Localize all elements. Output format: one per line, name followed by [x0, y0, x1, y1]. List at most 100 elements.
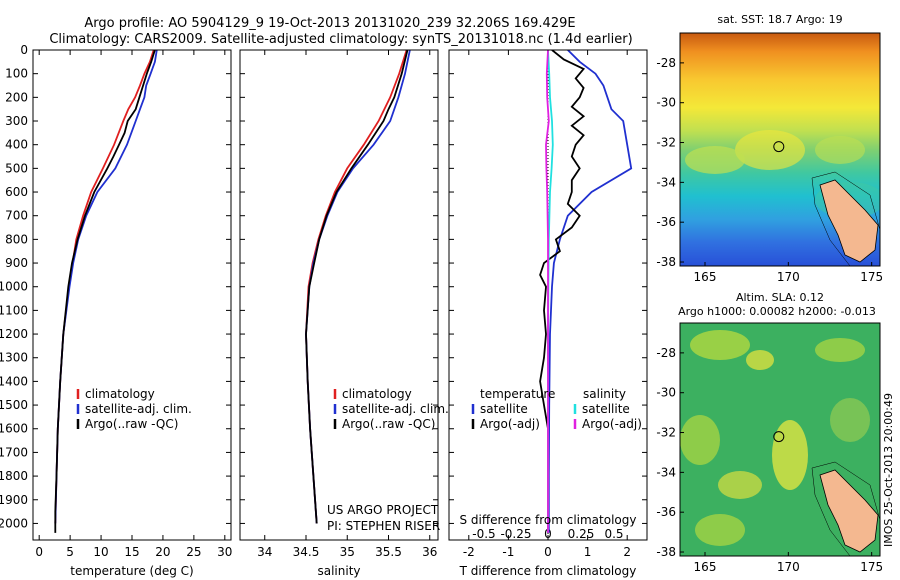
ytick-label: 700: [5, 209, 28, 223]
sla-float-position-marker: [773, 431, 785, 443]
salinity-series: [305, 50, 411, 524]
series-line-argo-raw-qc-: [305, 50, 409, 524]
xtick-label: 35.5: [375, 545, 402, 559]
salinity-axes: [239, 49, 439, 541]
legend-entry: climatology: [342, 387, 412, 401]
map-xtick-label: 175: [860, 560, 883, 574]
salinity-xlabel: salinity: [317, 564, 360, 578]
temperature-series: [54, 50, 158, 533]
ytick-label: 1000: [0, 280, 28, 294]
xtick-label: 5: [66, 545, 74, 559]
map-ytick-label: -38: [656, 255, 676, 269]
ytick-label: 200: [5, 90, 28, 104]
temperature-panel: 0100200300400500600700800900100011001200…: [0, 43, 232, 578]
xtick-label: 0: [544, 545, 552, 559]
ytick-label: 1200: [0, 327, 28, 341]
ytick-label: 1100: [0, 303, 28, 317]
xtick-label: -2: [463, 545, 475, 559]
sla-map-title: Altim. SLA: 0.12: [736, 291, 824, 304]
difference-axes: [448, 49, 648, 541]
map-ytick-label: -28: [656, 56, 676, 70]
map-xtick-label: 170: [777, 560, 800, 574]
salinity-panel: 34 34.5 35 35.5 36 salinity climatologysatel…: [239, 49, 449, 578]
legend-group-title: temperature: [480, 387, 555, 401]
legend-entry: Argo(-adj): [480, 417, 540, 431]
s-difference-label: S difference from climatology: [460, 513, 637, 527]
ytick-label: 0: [20, 43, 28, 57]
title-line-2: Climatology: CARS2009. Satellite-adjuste…: [49, 32, 632, 47]
sla-map-ticks: 165 170 175 -28 -30 -32 -34 -36 -38: [656, 346, 883, 574]
temperature-xticks: 0 5 10 15 20 25 30: [35, 50, 232, 559]
difference-yticks: [449, 49, 647, 524]
xtick-label: 36: [422, 545, 437, 559]
float-position-marker: [773, 141, 785, 153]
xtick-label: 34: [257, 545, 272, 559]
sst-map-title: sat. SST: 18.7 Argo: 19: [717, 13, 842, 26]
map-ytick-label: -30: [656, 96, 676, 110]
legend-group-title: salinity: [583, 387, 626, 401]
salinity-xticks: 34 34.5 35 35.5 36: [257, 50, 437, 559]
sla-map-panel: Altim. SLA: 0.12 Argo h1000: 0.00082 h20…: [656, 291, 883, 574]
s-xtick-label: 0.25: [568, 527, 595, 541]
xtick-label: 15: [124, 545, 139, 559]
map-xtick-label: 165: [694, 560, 717, 574]
ytick-label: 800: [5, 232, 28, 246]
ytick-label: 1300: [0, 351, 28, 365]
ytick-label: 600: [5, 185, 28, 199]
xtick-label: 25: [186, 545, 201, 559]
map-ytick-label: -34: [656, 465, 676, 479]
xtick-label: 1: [584, 545, 592, 559]
series-line-satellite-adj-clim-: [305, 50, 411, 524]
legend-entry: satellite-adj. clim.: [342, 402, 449, 416]
t-difference-label: T difference from climatology: [459, 564, 637, 578]
map-ytick-label: -28: [656, 346, 676, 360]
ytick-label: 1700: [0, 445, 28, 459]
series-line-satellite-adj-clim-: [54, 50, 158, 524]
difference-xticks: -2 -1 0 1 2 -0.5 -0.25 0 0.25 0.5: [463, 50, 631, 559]
ytick-label: 300: [5, 114, 28, 128]
ytick-label: 1600: [0, 422, 28, 436]
map-ytick-label: -38: [656, 545, 676, 559]
xtick-label: 0: [35, 545, 43, 559]
sla-map-axes: [679, 322, 881, 557]
map-ytick-label: -32: [656, 426, 676, 440]
sst-map-panel: sat. SST: 18.7 Argo: 19: [656, 13, 883, 284]
ytick-label: 1900: [0, 493, 28, 507]
legend-entry: Argo(..raw -QC): [342, 417, 435, 431]
map-ytick-label: -32: [656, 136, 676, 150]
sst-map-ticks: 165 170 175 -28 -30 -32 -34 -36 -38: [656, 56, 883, 284]
xtick-label: 30: [217, 545, 232, 559]
legend-entry: Argo(-adj): [582, 417, 642, 431]
difference-series: [539, 50, 633, 533]
s-xtick-label: 0.5: [604, 527, 623, 541]
series-line-temperature-argo-adj-: [539, 50, 586, 533]
ytick-label: 500: [5, 161, 28, 175]
xtick-label: -1: [502, 545, 514, 559]
xtick-label: 34.5: [293, 545, 320, 559]
map-ytick-label: -36: [656, 505, 676, 519]
legend-entry: satellite: [582, 402, 630, 416]
sst-map-axes: [679, 32, 881, 267]
ytick-label: 2000: [0, 516, 28, 530]
temperature-axes: [32, 49, 232, 541]
legend-entry: climatology: [85, 387, 155, 401]
series-line-climatology: [305, 50, 408, 524]
new-caledonia-outline: [819, 179, 879, 263]
map-ytick-label: -34: [656, 175, 676, 189]
temperature-yticks: 0 100 200 300 400 500 600 700 800 900 1000 1100 1200…: [0, 43, 231, 530]
sla-map-subtitle: Argo h1000: 0.00082 h2000: -0.013: [678, 305, 876, 318]
map-xtick-label: 170: [777, 270, 800, 284]
temperature-xlabel: temperature (deg C): [70, 564, 193, 578]
xtick-label: 20: [155, 545, 170, 559]
legend-entry: satellite: [480, 402, 528, 416]
xtick-label: 10: [93, 545, 108, 559]
s-xtick-label: -0.5: [472, 527, 495, 541]
legend-entry: satellite-adj. clim.: [85, 402, 192, 416]
series-line-temperature-satellite: [547, 50, 633, 533]
series-line-salinity-argo-adj-: [545, 50, 550, 533]
pi-annotation: PI: STEPHEN RISER: [327, 519, 440, 533]
map-xtick-label: 165: [694, 270, 717, 284]
